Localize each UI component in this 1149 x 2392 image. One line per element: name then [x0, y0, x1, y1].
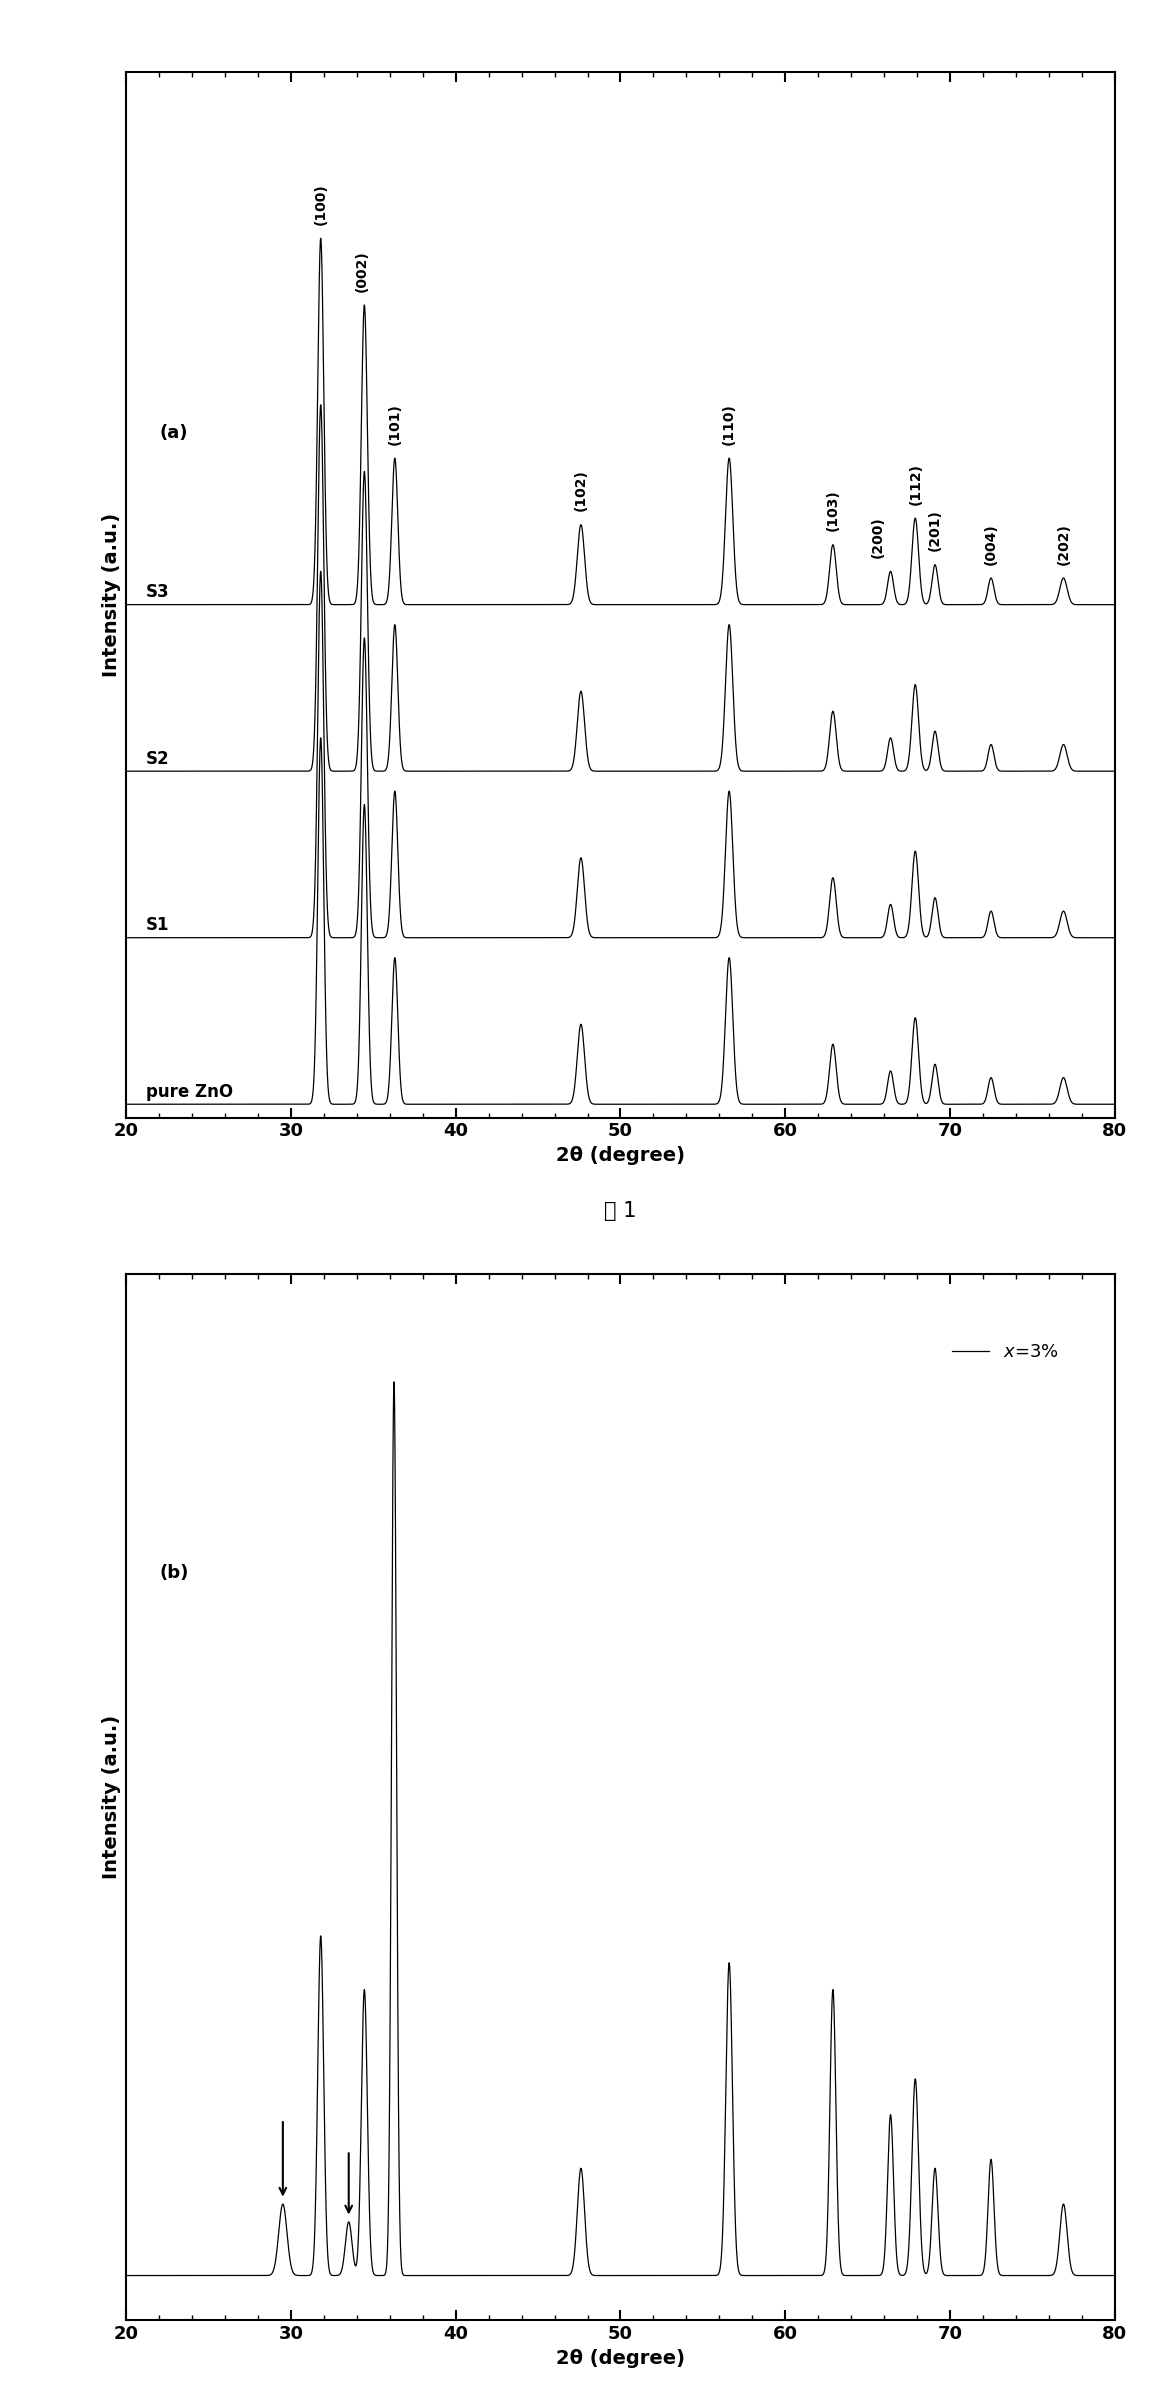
Text: (112): (112): [908, 462, 923, 505]
X-axis label: 2θ (degree): 2θ (degree): [556, 1146, 685, 1165]
Text: (a): (a): [160, 423, 187, 443]
Text: (102): (102): [574, 469, 588, 512]
Text: (103): (103): [826, 490, 840, 531]
Text: (202): (202): [1056, 524, 1071, 565]
Text: (101): (101): [388, 402, 402, 445]
Text: (201): (201): [928, 509, 942, 553]
Text: (004): (004): [984, 524, 998, 565]
Legend: $x$=3%: $x$=3%: [946, 1335, 1066, 1368]
Text: (002): (002): [355, 249, 369, 292]
Text: S2: S2: [146, 749, 170, 768]
Text: (b): (b): [160, 1564, 188, 1584]
Y-axis label: Intensity (a.u.): Intensity (a.u.): [102, 512, 121, 677]
Y-axis label: Intensity (a.u.): Intensity (a.u.): [102, 1715, 121, 1880]
Text: (110): (110): [723, 402, 737, 445]
Text: S1: S1: [146, 916, 170, 935]
Text: (100): (100): [314, 184, 327, 225]
X-axis label: 2θ (degree): 2θ (degree): [556, 2349, 685, 2368]
Text: (200): (200): [871, 517, 885, 557]
Text: S3: S3: [146, 584, 170, 600]
Text: pure ZnO: pure ZnO: [146, 1084, 233, 1100]
Text: 图 1: 图 1: [604, 1201, 637, 1222]
